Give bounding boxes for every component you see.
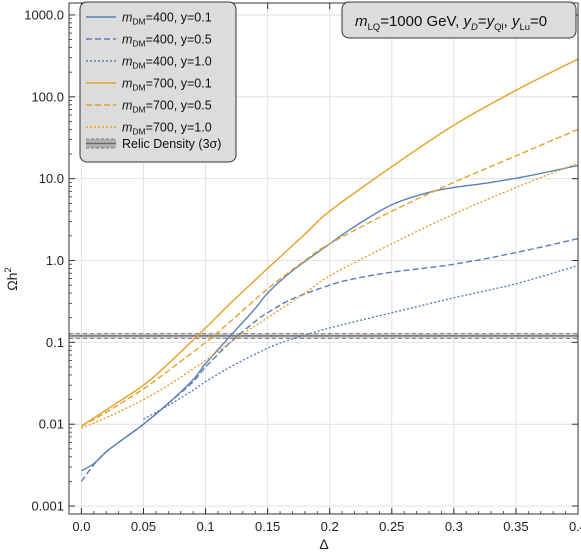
x-tick-label: 0.2 xyxy=(321,519,339,534)
legend-label-4: mDM=700, y=0.1 xyxy=(122,77,212,93)
tick-layer: 0.0 0.05 0.1 0.15 0.2 0.25 0.3 0.35 0.4 0.001 0.01… xyxy=(24,3,581,534)
x-tick-label: 0.0 xyxy=(72,519,90,534)
legend: mDM=400, y=0.1 mDM=400, y=0.5 mDM=400, y=1… xyxy=(79,1,237,163)
legend-box xyxy=(79,1,237,163)
legend-label-5: mDM=700, y=0.5 xyxy=(122,99,212,115)
x-tick-label: 0.05 xyxy=(131,519,156,534)
series-line-6 xyxy=(81,162,579,429)
x-tick-label: 0.15 xyxy=(255,519,280,534)
series-line-5 xyxy=(81,128,579,427)
info-box: mLQ=1000 GeV, yD=yQl, yLu=0 xyxy=(341,1,577,39)
legend-label-6: mDM=700, y=1.0 xyxy=(122,121,212,137)
series-line-3 xyxy=(143,264,579,420)
x-tick-label: 0.4 xyxy=(569,519,581,534)
legend-label-2: mDM=400, y=0.5 xyxy=(122,33,212,49)
x-tick-label: 0.3 xyxy=(445,519,463,534)
series-layer xyxy=(80,58,579,482)
legend-item-relic: Relic Density (3σ) xyxy=(86,137,221,151)
x-axis-label: Δ xyxy=(319,536,328,552)
x-tick-label: 0.35 xyxy=(503,519,528,534)
y-tick-label: 1000.0 xyxy=(24,7,64,22)
y-tick-label: 0.1 xyxy=(46,335,64,350)
legend-label-relic: Relic Density (3σ) xyxy=(122,137,221,151)
y-tick-label: 100.0 xyxy=(31,89,64,104)
y-tick-label: 10.0 xyxy=(39,171,64,186)
x-tick-label: 0.25 xyxy=(379,519,404,534)
series-line-2 xyxy=(80,237,579,482)
info-box-text: mLQ=1000 GeV, yD=yQl, yLu=0 xyxy=(355,13,547,33)
legend-label-1: mDM=400, y=0.1 xyxy=(122,11,212,27)
plot-frame xyxy=(68,2,579,515)
info-box-frame xyxy=(341,1,577,39)
legend-label-3: mDM=400, y=1.0 xyxy=(122,55,212,71)
series-line-4 xyxy=(81,58,579,427)
y-tick-label: 1.0 xyxy=(46,253,64,268)
relic-band-layer xyxy=(69,333,578,339)
y-tick-label: 0.001 xyxy=(31,499,64,514)
x-tick-label: 0.1 xyxy=(197,519,215,534)
y-tick-label: 0.01 xyxy=(39,417,64,432)
legend-items: mDM=400, y=0.1 mDM=400, y=0.5 mDM=400, y=1… xyxy=(86,11,212,137)
y-axis-label: Ωh2 xyxy=(3,267,20,291)
